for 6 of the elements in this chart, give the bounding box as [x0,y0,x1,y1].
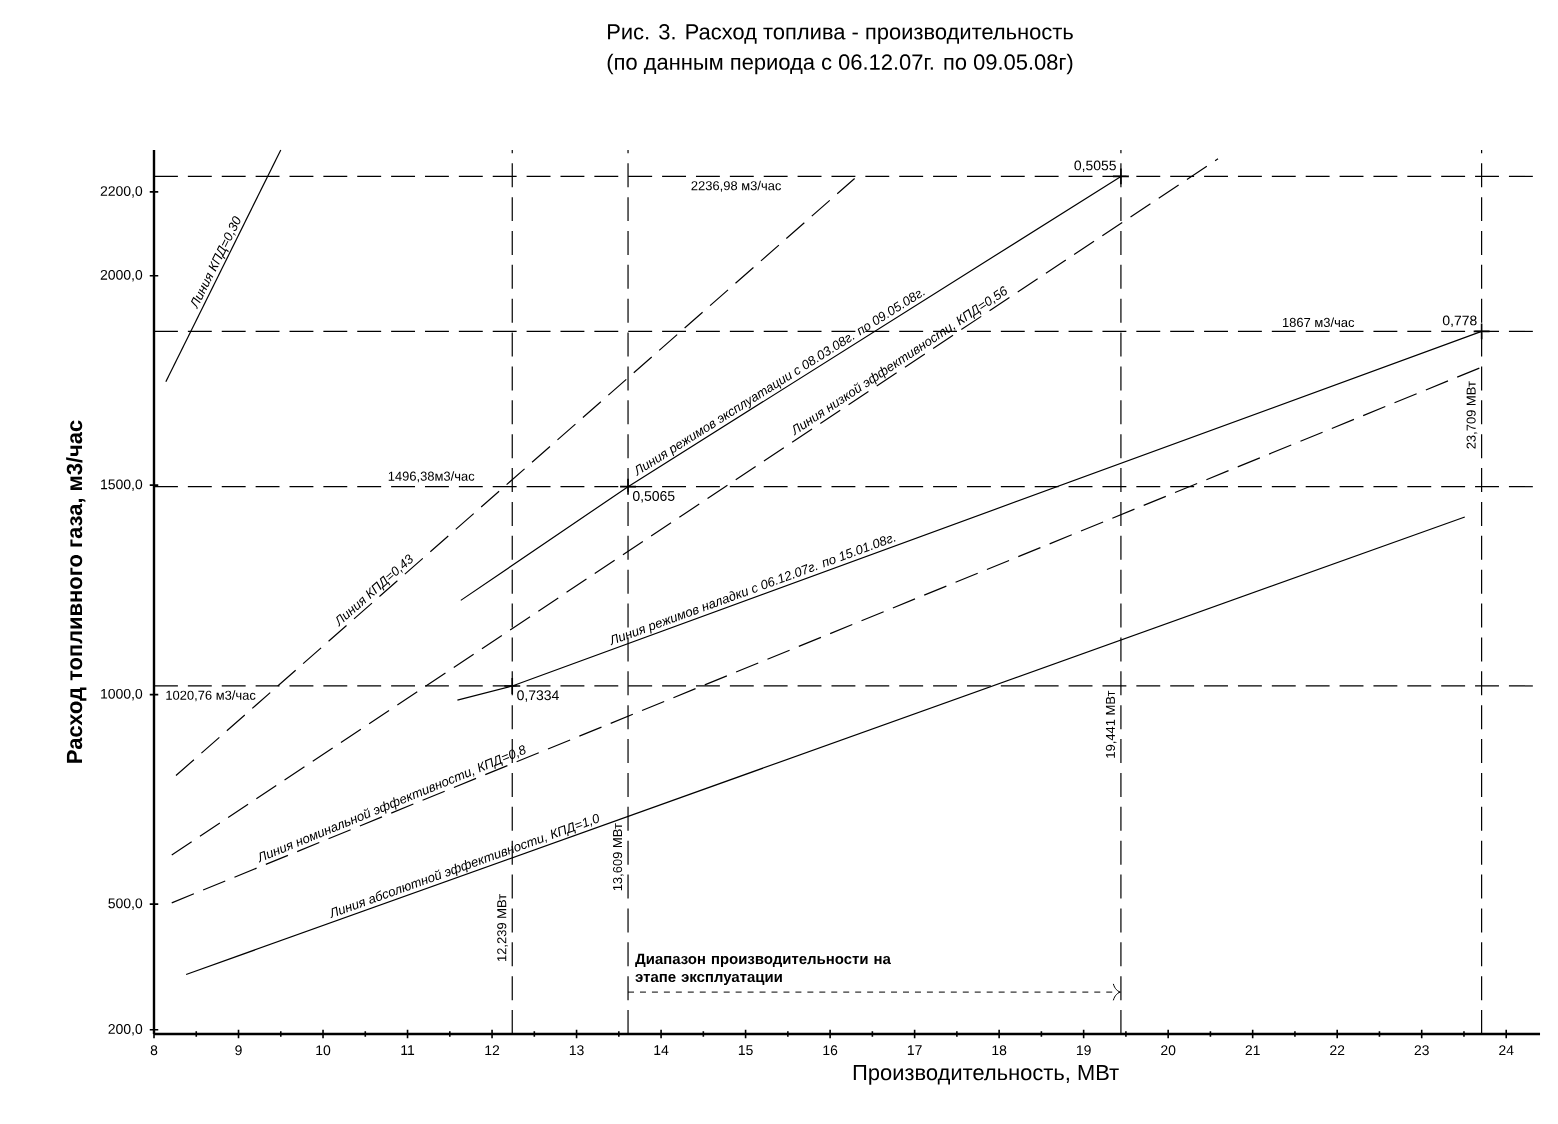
point [1112,167,1130,186]
chart-title: Рис. 3. Расход топлива - производительность [608,24,1073,44]
y-axis-title: Расход топливного газа, м3/час [66,420,87,763]
chart-subtitle: (по данным периода с 06.12.07г. по 09.05.08г) [607,53,1073,75]
point [619,477,637,496]
x-axis-title: Производительность, МВт [853,1065,1119,1085]
